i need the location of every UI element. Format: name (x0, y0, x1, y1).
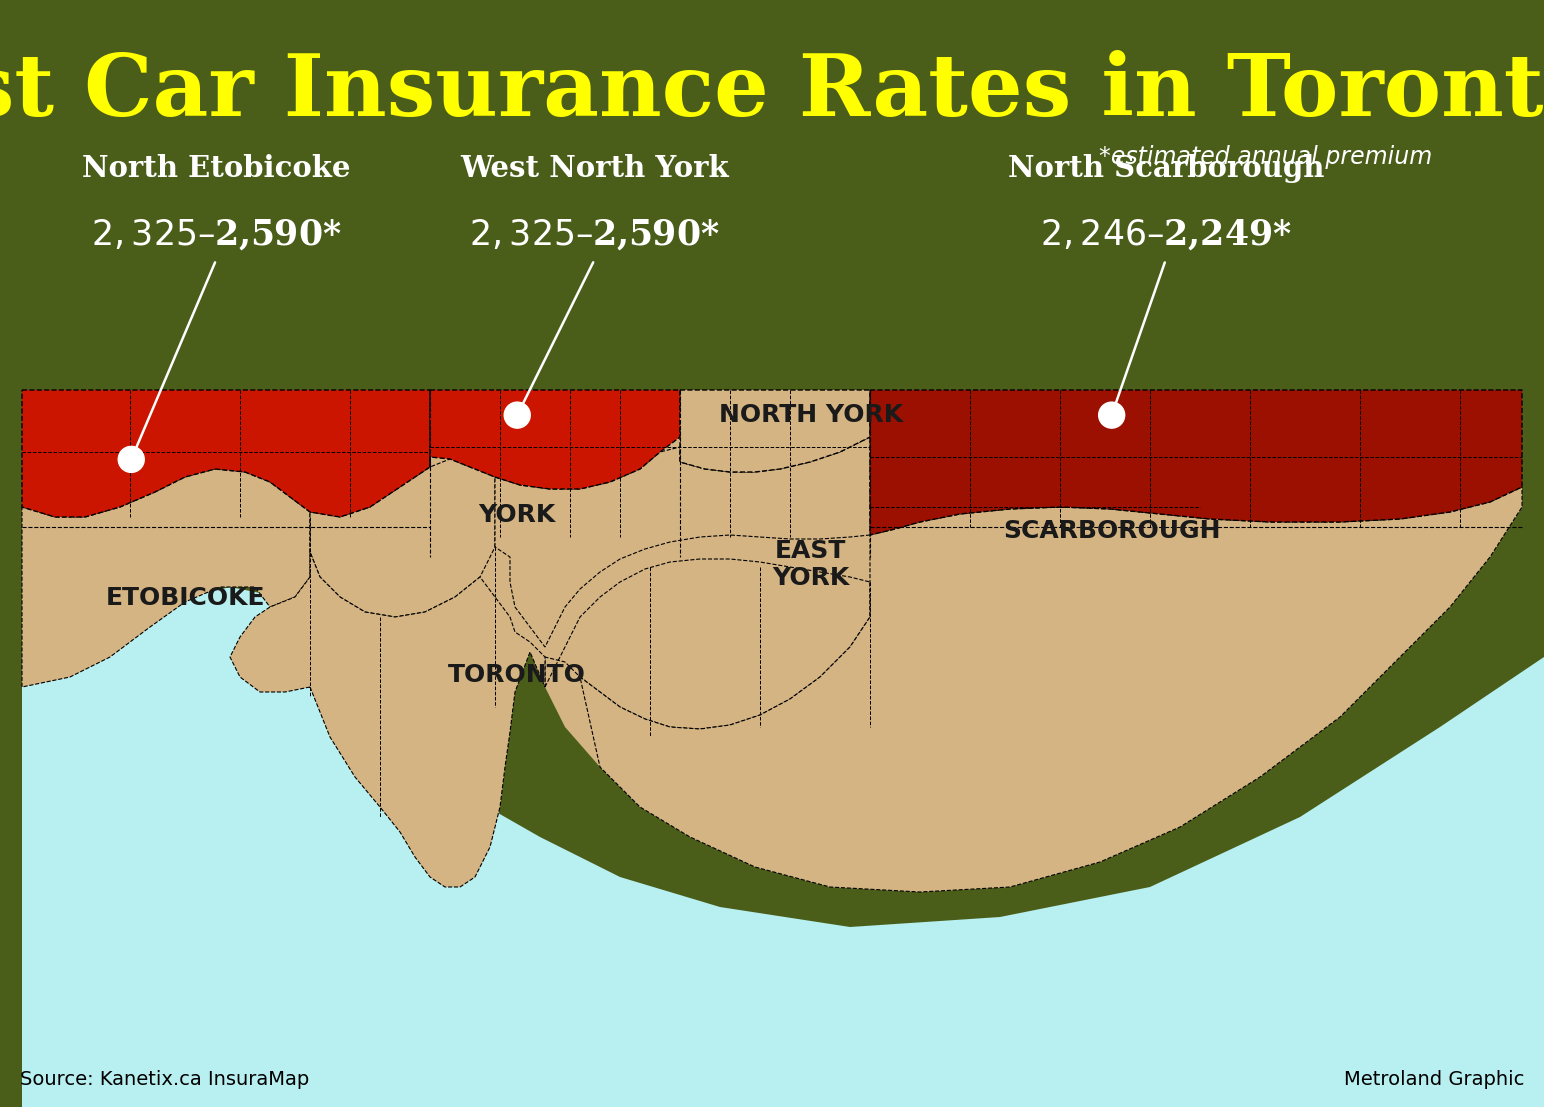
Text: *estimated annual premium: *estimated annual premium (1099, 145, 1433, 169)
Polygon shape (22, 469, 310, 687)
Text: North Etobicoke: North Etobicoke (82, 154, 350, 183)
Text: West North York: West North York (460, 154, 729, 183)
Polygon shape (429, 390, 679, 489)
Polygon shape (22, 390, 429, 517)
Text: ETOBICOKE: ETOBICOKE (105, 586, 266, 610)
Circle shape (1099, 402, 1124, 428)
Polygon shape (581, 487, 1522, 892)
Text: $2,325 – $2,590*: $2,325 – $2,590* (469, 217, 720, 251)
Text: EAST
YORK: EAST YORK (772, 539, 849, 590)
Polygon shape (22, 390, 1522, 892)
Circle shape (119, 446, 144, 473)
Polygon shape (545, 559, 869, 730)
Text: Source: Kanetix.ca InsuraMap: Source: Kanetix.ca InsuraMap (20, 1070, 309, 1089)
Text: $2,246 – $2,249*: $2,246 – $2,249* (1039, 217, 1292, 251)
Polygon shape (679, 390, 869, 472)
Text: YORK: YORK (479, 503, 556, 527)
Polygon shape (310, 459, 496, 617)
Text: Metroland Graphic: Metroland Graphic (1343, 1070, 1524, 1089)
Text: NORTH YORK: NORTH YORK (718, 403, 903, 427)
Text: TORONTO: TORONTO (448, 663, 587, 687)
Text: $2,325 – $2,590*: $2,325 – $2,590* (91, 217, 341, 251)
Text: North Scarborough: North Scarborough (1008, 154, 1323, 183)
Text: Highest Car Insurance Rates in Toronto 2019: Highest Car Insurance Rates in Toronto 2… (0, 50, 1544, 135)
Polygon shape (230, 552, 545, 887)
Text: SCARBOROUGH: SCARBOROUGH (1004, 519, 1220, 544)
Polygon shape (869, 390, 1522, 535)
Polygon shape (22, 587, 1544, 1107)
Circle shape (505, 402, 530, 428)
Polygon shape (496, 437, 869, 646)
